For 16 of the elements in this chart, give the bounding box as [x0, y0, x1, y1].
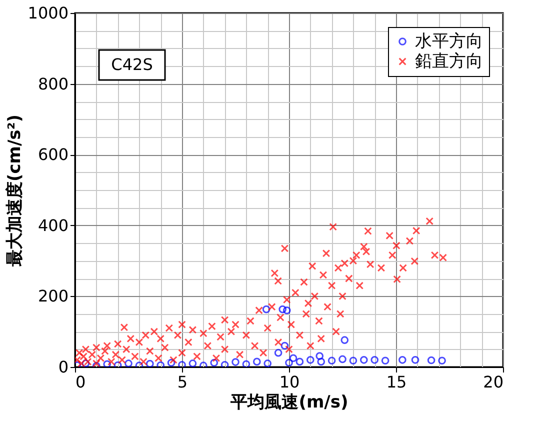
x-tick-label: 5	[177, 372, 188, 392]
legend-label: 鉛直方向	[415, 52, 483, 72]
y-tick-label: 0	[58, 358, 68, 376]
y-tick-label: 200	[38, 286, 68, 306]
y-tick-label: 600	[38, 145, 68, 164]
y-tick-label: 800	[38, 74, 68, 94]
x-tick-label: 20	[483, 372, 504, 392]
legend-label: 水平方向	[415, 32, 483, 52]
x-axis-title: 平均風速(m/s)	[230, 392, 348, 412]
x-tick-label: 10	[279, 372, 300, 392]
y-tick-label: 400	[38, 216, 68, 235]
x-tick-label: 15	[386, 372, 407, 392]
y-axis-title: 最大加速度(cm/s²)	[4, 114, 25, 268]
x-tick-label: 0	[76, 372, 86, 392]
y-tick-label: 1000	[28, 4, 68, 22]
annotation: C42S	[111, 55, 153, 74]
